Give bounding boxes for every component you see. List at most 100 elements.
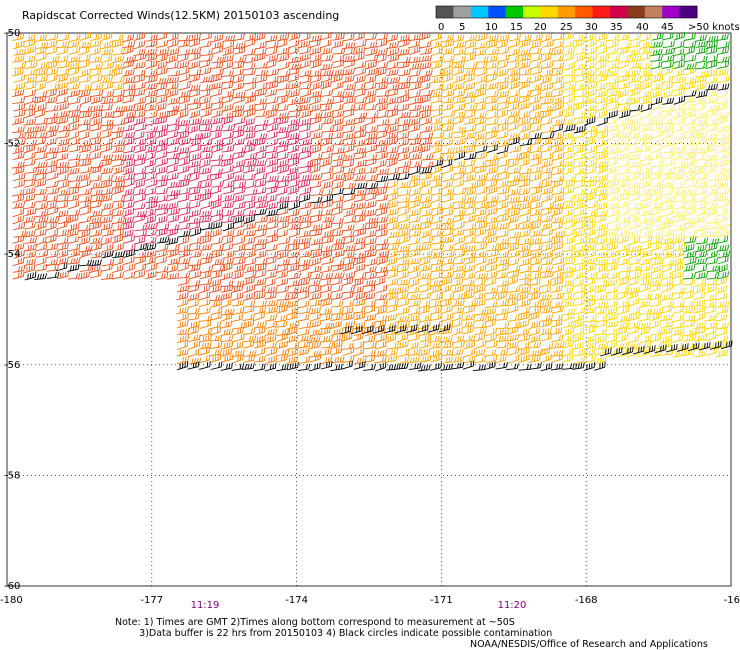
wind-barb <box>365 258 378 267</box>
wind-barb <box>265 47 278 57</box>
wind-barb <box>650 69 663 77</box>
wind-barb <box>68 104 82 112</box>
wind-barb <box>573 152 586 161</box>
wind-barb <box>254 88 268 97</box>
wind-barb <box>100 119 114 127</box>
wind-barb <box>639 90 652 99</box>
wind-barb <box>67 194 80 202</box>
wind-barb <box>495 362 508 370</box>
wind-barb <box>441 82 454 92</box>
wind-barb <box>427 324 440 333</box>
wind-barb <box>253 166 266 176</box>
wind-barb <box>134 210 148 218</box>
wind-barb <box>672 263 684 273</box>
wind-barb <box>255 195 268 203</box>
wind-barb <box>134 103 147 112</box>
wind-barb <box>451 285 464 293</box>
wind-barb <box>12 265 26 273</box>
wind-barb <box>265 34 278 43</box>
wind-barb <box>342 33 355 42</box>
wind-barb <box>717 158 730 167</box>
wind-barb <box>662 229 675 237</box>
wind-barb <box>354 112 368 120</box>
wind-barb <box>376 90 390 97</box>
wind-barb <box>617 321 630 330</box>
wind-barb <box>640 80 652 90</box>
wind-barb <box>386 146 399 154</box>
scale-swatch <box>488 6 506 18</box>
wind-barb <box>453 66 465 76</box>
wind-barb <box>585 88 597 98</box>
wind-barb <box>595 181 609 188</box>
wind-barb <box>112 165 125 175</box>
wind-barb <box>89 131 101 140</box>
wind-barb <box>210 88 223 98</box>
wind-barb <box>540 236 553 244</box>
wind-barb <box>595 251 608 259</box>
wind-barb <box>607 250 620 258</box>
wind-barb <box>166 146 179 154</box>
wind-barb <box>145 89 159 98</box>
wind-barb <box>255 62 268 69</box>
wind-barb <box>266 41 279 49</box>
wind-barb <box>453 202 466 210</box>
wind-barb <box>661 32 674 41</box>
wind-barb <box>144 48 158 56</box>
wind-barb <box>156 272 169 281</box>
wind-barb <box>375 238 389 246</box>
wind-barb <box>35 195 48 203</box>
wind-barb <box>397 94 410 104</box>
wind-barb <box>166 237 179 246</box>
wind-barb <box>134 97 147 106</box>
wind-barb <box>68 33 81 43</box>
wind-barb <box>288 216 302 224</box>
wind-barb <box>519 258 532 267</box>
wind-barb <box>716 244 730 252</box>
wind-barb <box>706 96 719 105</box>
wind-barb <box>12 126 25 134</box>
wind-barb <box>420 161 434 169</box>
wind-barb <box>188 259 202 267</box>
wind-barb <box>266 181 280 190</box>
wind-barb <box>661 105 675 112</box>
wind-barb <box>253 347 266 357</box>
wind-barb <box>276 278 289 287</box>
wind-barb <box>683 173 697 182</box>
wind-barb <box>530 229 544 238</box>
wind-barb <box>57 131 70 139</box>
wind-barb <box>716 83 730 91</box>
wind-barb <box>353 237 366 245</box>
wind-barb <box>440 131 453 141</box>
wind-barb <box>561 279 575 287</box>
plot-frame <box>6 32 732 587</box>
wind-barb <box>332 48 346 55</box>
wind-barb <box>387 54 400 63</box>
wind-barb <box>695 40 709 48</box>
scale-label: 30 <box>585 22 598 33</box>
wind-barb <box>68 46 81 55</box>
wind-barb <box>462 320 475 328</box>
wind-barb <box>441 165 454 175</box>
wind-barb <box>705 55 718 63</box>
wind-barb <box>12 67 24 77</box>
wind-barb <box>46 56 60 64</box>
wind-barb <box>145 60 157 70</box>
wind-barb <box>397 245 410 253</box>
wind-barb <box>89 56 102 63</box>
wind-barb <box>606 95 619 105</box>
wind-barb <box>121 216 134 225</box>
wind-barb <box>220 328 234 336</box>
wind-barb <box>276 349 290 357</box>
wind-barb <box>585 54 597 63</box>
wind-barb <box>409 160 423 169</box>
wind-barb <box>672 48 685 57</box>
wind-barb <box>683 90 697 98</box>
wind-barb <box>640 73 652 83</box>
wind-barb <box>297 313 310 322</box>
wind-barb <box>122 69 135 77</box>
wind-barb <box>639 52 651 62</box>
wind-barb <box>474 48 487 57</box>
wind-barb <box>541 40 554 48</box>
wind-barb <box>695 264 707 274</box>
wind-barb <box>618 131 632 139</box>
